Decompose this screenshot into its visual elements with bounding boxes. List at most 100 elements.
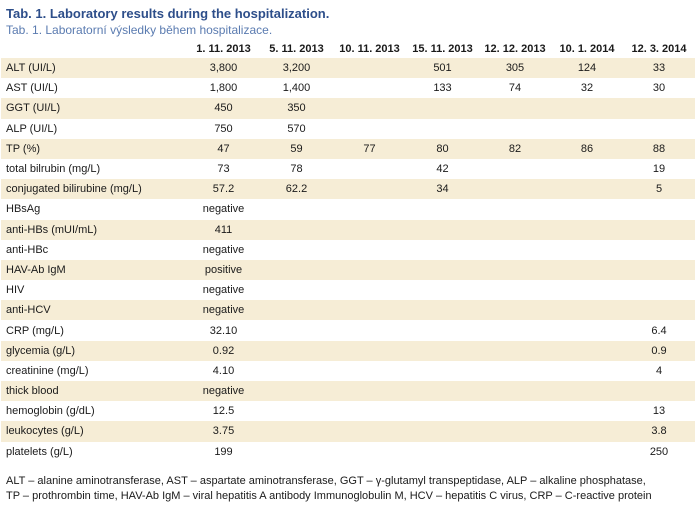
value-cell [406,421,479,442]
value-cell [551,421,623,442]
table-row: ALT (UI/L) 3,800 3,200 501 305 124 33 [1,58,695,79]
value-cell [551,381,623,402]
value-cell [333,300,406,321]
value-cell [623,239,695,260]
row-label: creatinine (mg/L) [1,360,187,381]
value-cell: 450 [187,98,260,119]
value-cell [551,259,623,281]
value-cell [479,219,551,240]
value-cell: 34 [406,179,479,200]
value-cell [406,199,479,220]
value-cell [260,300,333,321]
value-cell: 350 [260,98,333,119]
value-cell [260,259,333,281]
value-cell: positive [187,259,260,281]
value-cell: 570 [260,118,333,139]
value-cell: 3.8 [623,421,695,442]
row-label: hemoglobin (g/dL) [1,401,187,422]
value-cell [406,300,479,321]
footnote: ALT – alanine aminotransferase, AST – as… [6,474,692,504]
value-cell [260,340,333,361]
value-cell: negative [187,381,260,402]
value-cell: 3.75 [187,421,260,442]
value-cell [333,401,406,422]
value-cell [406,219,479,240]
value-cell: 250 [623,441,695,462]
value-cell: negative [187,239,260,260]
value-cell [406,118,479,139]
value-cell [333,340,406,361]
value-cell: 6.4 [623,320,695,341]
value-cell [551,219,623,240]
header-row: 1. 11. 2013 5. 11. 2013 10. 11. 2013 15. 11… [1,40,695,58]
value-cell [623,219,695,240]
value-cell [551,179,623,200]
value-cell [333,118,406,139]
value-cell: 411 [187,219,260,240]
value-cell [333,98,406,119]
table-row: glycemia (g/L) 0.92 0.9 [1,340,695,361]
value-cell [551,340,623,361]
table-row: leukocytes (g/L) 3.75 3.8 [1,421,695,442]
value-cell: 47 [187,138,260,159]
value-cell: 501 [406,58,479,79]
value-cell [406,280,479,301]
value-cell: 42 [406,158,479,180]
table-row: anti-HCV negative [1,300,695,321]
row-label: ALT (UI/L) [1,58,187,79]
header-date-cell: 15. 11. 2013 [406,40,479,58]
table-row: anti-HBs (mUI/mL) 411 [1,219,695,240]
value-cell [333,421,406,442]
value-cell [623,259,695,281]
value-cell: 0.9 [623,340,695,361]
row-label: ALP (UI/L) [1,118,187,139]
row-label: HIV [1,280,187,301]
value-cell [551,118,623,139]
row-label: TP (%) [1,138,187,159]
value-cell [479,340,551,361]
value-cell [406,340,479,361]
value-cell [333,320,406,341]
row-label: anti-HCV [1,300,187,321]
value-cell [406,441,479,462]
value-cell [479,199,551,220]
value-cell: 3,200 [260,58,333,79]
value-cell: 124 [551,58,623,79]
header-date-cell: 10. 11. 2013 [333,40,406,58]
table-row: hemoglobin (g/dL) 12.5 13 [1,401,695,422]
value-cell [333,158,406,180]
header-cell-blank [1,40,187,58]
value-cell: negative [187,199,260,220]
value-cell [623,280,695,301]
value-cell [479,360,551,381]
value-cell: 78 [260,158,333,180]
value-cell: 12.5 [187,401,260,422]
value-cell [551,239,623,260]
value-cell [479,239,551,260]
table-row: TP (%) 47 59 77 80 82 86 88 [1,138,695,159]
value-cell [333,259,406,281]
table-row: anti-HBc negative [1,239,695,260]
value-cell [479,441,551,462]
value-cell [260,421,333,442]
row-label: thick blood [1,381,187,402]
value-cell [406,259,479,281]
value-cell [260,239,333,260]
value-cell [260,280,333,301]
value-cell: 750 [187,118,260,139]
value-cell: 82 [479,138,551,159]
value-cell: 74 [479,78,551,99]
value-cell: 80 [406,138,479,159]
row-label: GGT (UI/L) [1,98,187,119]
row-label: leukocytes (g/L) [1,421,187,442]
table-row: creatinine (mg/L) 4.10 4 [1,360,695,381]
row-label: anti-HBs (mUI/mL) [1,219,187,240]
header-date-cell: 10. 1. 2014 [551,40,623,58]
value-cell [333,280,406,301]
value-cell: 19 [623,158,695,180]
value-cell [333,239,406,260]
value-cell [260,381,333,402]
value-cell: 0.92 [187,340,260,361]
value-cell [406,98,479,119]
footnote-line: ALT – alanine aminotransferase, AST – as… [6,475,646,487]
